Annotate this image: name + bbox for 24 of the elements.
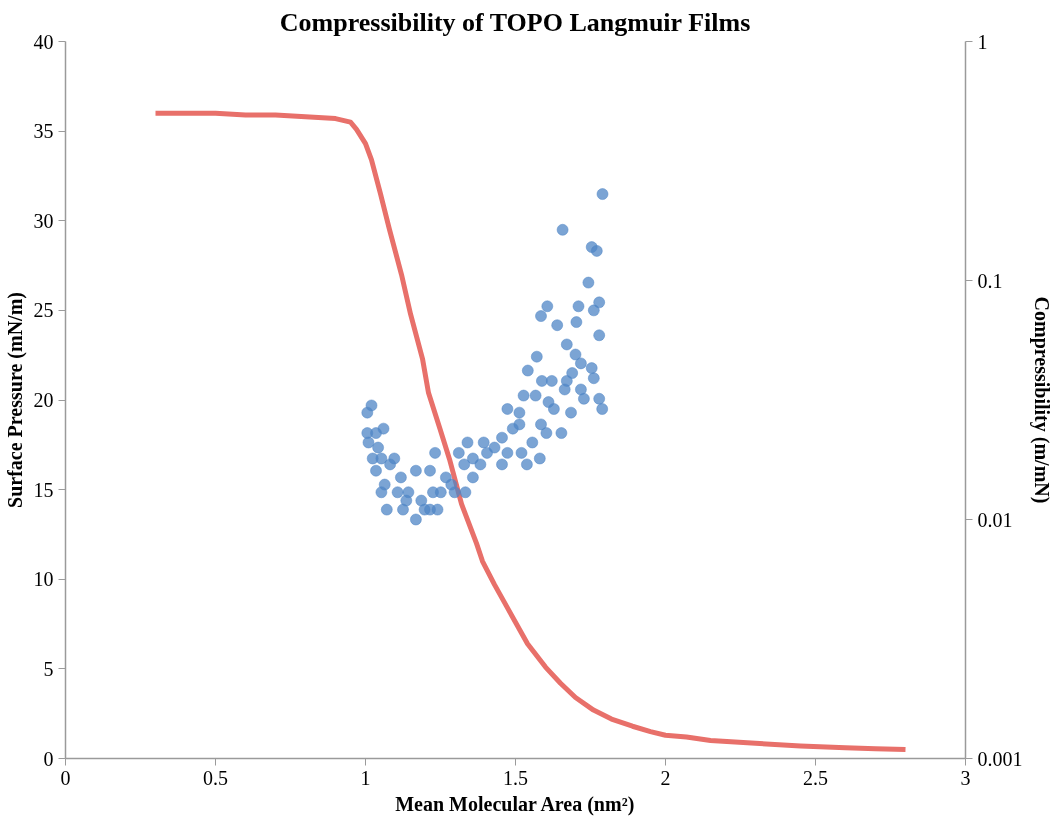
y-tick-label: 0: [43, 747, 54, 770]
y2-tick-label: 0.01: [977, 508, 1013, 531]
y-tick-label: 15: [33, 478, 54, 501]
x-tick-label: 1.5: [503, 766, 528, 789]
x-tick-label: 1: [360, 766, 371, 789]
x-tick-label: 0: [60, 766, 71, 789]
y2-tick-label: 0.001: [977, 747, 1023, 770]
y-tick-label: 30: [33, 209, 54, 232]
chart-title: Compressibility of TOPO Langmuir Films: [279, 7, 751, 37]
y2-tick-label: 0.1: [977, 269, 1003, 292]
x-tick-label: 0.5: [203, 766, 228, 789]
x-tick-label: 3: [960, 766, 971, 789]
y-tick-label: 35: [33, 120, 54, 143]
y-tick-label: 10: [33, 568, 54, 591]
y-axis-title: Surface Pressure (mN/m): [3, 292, 27, 508]
y-tick-label: 25: [33, 299, 54, 322]
y-tick-label: 40: [33, 30, 54, 53]
x-axis-title: Mean Molecular Area (nm²): [395, 792, 635, 816]
y2-axis-title: Compressibility (m/mN): [1029, 296, 1053, 504]
x-tick-label: 2.5: [803, 766, 828, 789]
x-tick-label: 2: [660, 766, 671, 789]
y-tick-label: 20: [33, 389, 54, 411]
y2-tick-label: 1: [977, 30, 988, 53]
y-tick-label: 5: [43, 657, 54, 680]
